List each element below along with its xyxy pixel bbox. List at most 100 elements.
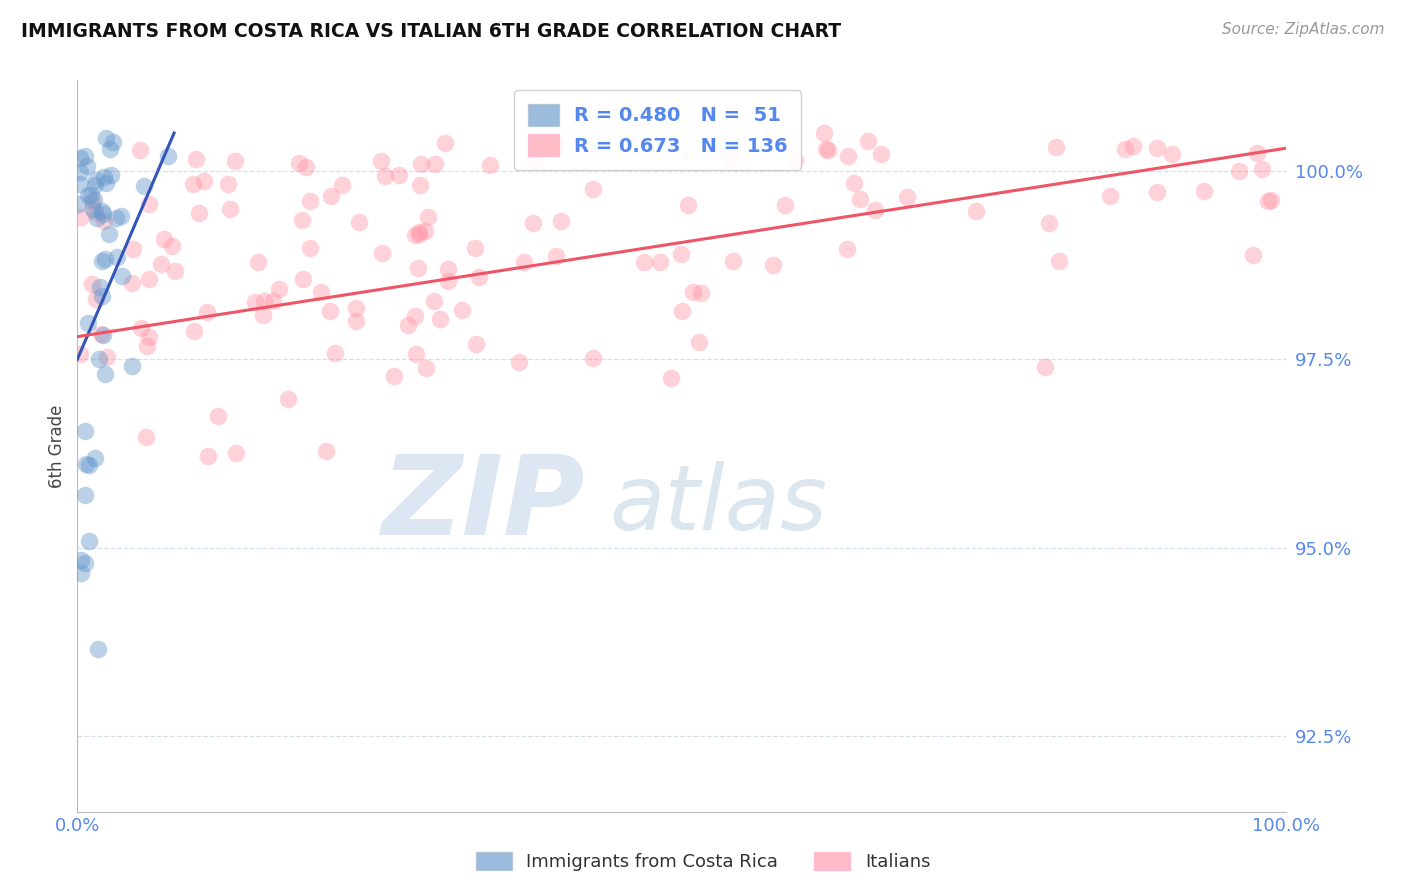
Point xyxy=(404,227,426,242)
Point xyxy=(187,206,209,220)
Point xyxy=(633,255,655,269)
Point xyxy=(896,189,918,203)
Point xyxy=(464,337,486,351)
Point xyxy=(69,151,91,165)
Point xyxy=(84,292,107,306)
Point xyxy=(97,227,120,241)
Point xyxy=(77,316,100,330)
Point xyxy=(91,207,114,221)
Point xyxy=(69,165,91,179)
Point xyxy=(723,253,745,268)
Point xyxy=(84,178,107,193)
Point xyxy=(93,367,115,381)
Point xyxy=(690,285,713,300)
Point xyxy=(75,149,97,163)
Point xyxy=(550,213,572,227)
Point xyxy=(138,329,160,343)
Point xyxy=(423,157,446,171)
Point xyxy=(224,153,246,168)
Text: Source: ZipAtlas.com: Source: ZipAtlas.com xyxy=(1222,22,1385,37)
Point xyxy=(508,354,530,368)
Point xyxy=(253,293,276,308)
Point xyxy=(1250,162,1272,177)
Point xyxy=(1146,140,1168,154)
Point xyxy=(76,159,98,173)
Point xyxy=(720,152,742,166)
Point xyxy=(160,239,183,253)
Point xyxy=(104,211,127,225)
Point xyxy=(1038,216,1060,230)
Point xyxy=(105,250,128,264)
Point xyxy=(110,209,132,223)
Point xyxy=(1114,142,1136,156)
Point xyxy=(408,227,430,241)
Point xyxy=(409,178,432,193)
Point xyxy=(682,285,704,299)
Point xyxy=(321,189,343,203)
Point xyxy=(344,314,367,328)
Point xyxy=(1260,194,1282,208)
Point xyxy=(82,194,104,209)
Point xyxy=(98,142,121,156)
Point xyxy=(344,301,367,316)
Point xyxy=(138,271,160,285)
Point xyxy=(262,293,284,308)
Point xyxy=(243,294,266,309)
Point xyxy=(513,255,536,269)
Point xyxy=(84,451,107,466)
Point xyxy=(319,303,342,318)
Point xyxy=(121,359,143,373)
Point xyxy=(676,198,699,212)
Point xyxy=(856,134,879,148)
Point xyxy=(183,324,205,338)
Point xyxy=(1160,147,1182,161)
Point xyxy=(267,282,290,296)
Point xyxy=(1033,359,1056,374)
Point xyxy=(75,457,97,471)
Text: ZIP: ZIP xyxy=(381,451,585,558)
Point xyxy=(1246,146,1268,161)
Point xyxy=(411,156,433,170)
Point xyxy=(1047,253,1070,268)
Point xyxy=(73,557,96,571)
Point xyxy=(813,126,835,140)
Point xyxy=(122,242,145,256)
Point xyxy=(291,213,314,227)
Point xyxy=(1257,194,1279,208)
Point xyxy=(276,392,298,406)
Point xyxy=(80,277,103,292)
Point xyxy=(1099,189,1122,203)
Point xyxy=(94,252,117,266)
Point xyxy=(69,347,91,361)
Point xyxy=(91,204,114,219)
Point xyxy=(129,321,152,335)
Point xyxy=(89,280,111,294)
Point xyxy=(94,131,117,145)
Point xyxy=(291,272,314,286)
Point xyxy=(183,178,205,192)
Point xyxy=(77,458,100,472)
Point xyxy=(157,149,180,163)
Point xyxy=(82,202,104,216)
Text: IMMIGRANTS FROM COSTA RICA VS ITALIAN 6TH GRADE CORRELATION CHART: IMMIGRANTS FROM COSTA RICA VS ITALIAN 6T… xyxy=(21,22,841,41)
Point xyxy=(522,216,544,230)
Point xyxy=(1122,138,1144,153)
Point xyxy=(207,409,229,423)
Point xyxy=(247,255,270,269)
Point xyxy=(405,347,427,361)
Point xyxy=(93,213,115,227)
Point xyxy=(91,254,114,268)
Point xyxy=(582,182,605,196)
Point xyxy=(163,264,186,278)
Point xyxy=(217,177,239,191)
Point xyxy=(80,187,103,202)
Point xyxy=(523,153,546,167)
Point xyxy=(91,328,114,343)
Point xyxy=(91,289,114,303)
Point xyxy=(835,242,858,256)
Point xyxy=(86,641,108,656)
Point xyxy=(406,260,429,275)
Point xyxy=(434,136,457,151)
Point xyxy=(76,188,98,202)
Point xyxy=(1241,248,1264,262)
